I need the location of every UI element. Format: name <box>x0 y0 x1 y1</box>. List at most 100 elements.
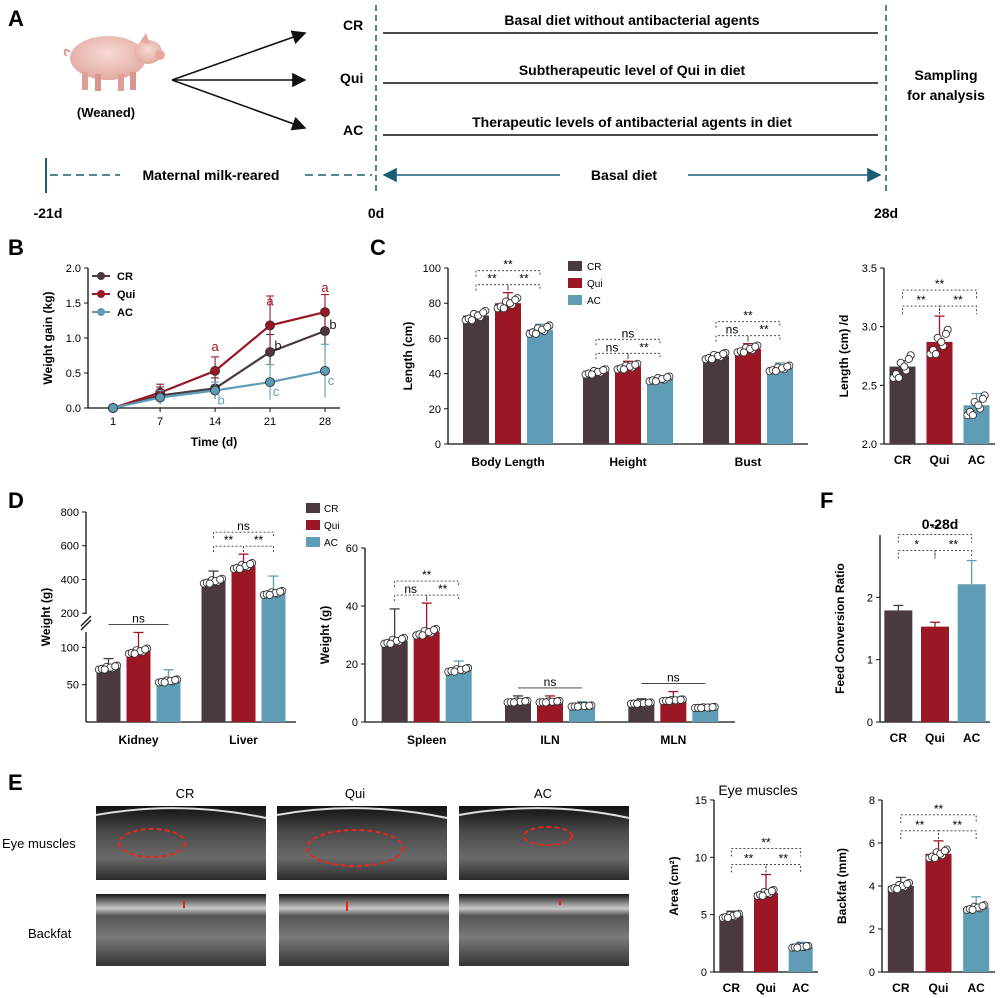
chart-c1-data-point <box>663 373 672 382</box>
chart-d2-data-point <box>386 639 395 648</box>
chart-b-ytick-label: 0.5 <box>66 368 81 380</box>
chart-d2-ytick-label: 20 <box>346 659 358 671</box>
chart-d2-data-point <box>644 698 653 707</box>
chart-c1-ylabel: Length (cm) <box>401 322 415 391</box>
chart-b-point-qui <box>320 307 330 318</box>
chart-c2-sig-bracket <box>939 305 977 315</box>
chart-b-letter: a <box>211 339 219 354</box>
chart-d1-bar-cr <box>96 667 121 722</box>
chart-b-xtick-label: 21 <box>264 416 276 428</box>
chart-d2-data-point <box>697 703 706 713</box>
chart-e1-category: AC <box>792 981 810 995</box>
chart-c1-sig-bracket <box>595 352 629 360</box>
chart-c2-sig-bracket <box>902 305 940 315</box>
chart-e2-sig-bracket <box>900 830 939 839</box>
chart-d1-data-point <box>246 559 255 569</box>
panel-label-a: A <box>8 6 24 31</box>
chart-b-xtick-label: 28 <box>319 416 331 428</box>
chart-c1-data-point <box>511 295 520 304</box>
chart-d1-ytick-label: 800 <box>61 507 79 519</box>
chart-d1-data-point <box>265 590 274 599</box>
chart-e-eye-muscle-area: 0 5 10 15 Area (cm²) CR Qui AC ** ** ** <box>667 795 818 995</box>
chart-e1-ylabel: Area (cm²) <box>667 856 681 915</box>
legend-d-ac: AC <box>324 538 338 549</box>
chart-d1-data-point <box>141 645 150 654</box>
chart-d2-data-point <box>397 634 406 643</box>
chart-e2-ytick-label: 8 <box>869 795 875 807</box>
chart-b-point-qui <box>265 320 275 331</box>
chart-c1-sig-bracket <box>715 321 781 328</box>
chart-f-category: CR <box>890 731 908 745</box>
chart-e2-data-point <box>893 885 902 894</box>
panel-a: A (Weaned) CR Qui AC Basal diet without … <box>8 5 985 221</box>
chart-c2-ytick-label: 3.0 <box>862 322 877 334</box>
chart-d1-bar-qui <box>231 565 256 722</box>
chart-d2-sig-bracket <box>394 580 460 588</box>
chart-d2-sig-bracket <box>426 594 460 602</box>
chart-d1-data-point <box>100 665 109 674</box>
chart-d2-data-point <box>521 697 530 706</box>
panel-label-e: E <box>8 770 23 795</box>
chart-d2-data-point <box>553 697 562 706</box>
chart-f-ylabel: Feed Conversion Ratio <box>833 563 847 694</box>
chart-d1-ytick-label: 50 <box>67 680 79 692</box>
legend-c: CR Qui AC <box>568 261 603 307</box>
chart-b-point-ac <box>155 392 166 403</box>
chart-b-xtick-label: 14 <box>209 416 221 428</box>
chart-d1-data-point <box>111 662 120 671</box>
branch-arrow-cr <box>171 30 307 81</box>
chart-b-xlabel: Time (d) <box>191 435 237 449</box>
chart-d2-sig-bracket <box>394 594 428 602</box>
chart-d2-category: Spleen <box>407 733 446 747</box>
group-ac-name: AC <box>343 122 363 138</box>
chart-d1-axis-break <box>80 615 92 627</box>
maternal-label: Maternal milk-reared <box>143 167 280 183</box>
chart-f-sig-label: * <box>914 538 919 552</box>
chart-b-point-qui <box>210 365 220 376</box>
chart-b-letter: a <box>266 293 274 308</box>
us-row-backfat: Backfat <box>28 926 72 941</box>
chart-c1-data-point <box>707 355 716 364</box>
legend-b-qui: Qui <box>117 289 135 301</box>
chart-c1-bar-qui <box>495 303 521 444</box>
chart-c2-data-point <box>900 362 909 371</box>
chart-c2-bar-qui <box>926 341 953 444</box>
chart-d1-data-point <box>235 564 244 573</box>
chart-c1-sig-label: ** <box>519 272 529 286</box>
eye-muscle-outline-cr <box>118 828 186 858</box>
chart-e1-category: Qui <box>756 981 776 995</box>
chart-d2-category: ILN <box>540 733 559 747</box>
chart-d1-category: Liver <box>229 733 258 747</box>
chart-c1-sig-label: ** <box>487 272 497 286</box>
chart-d2-bar-qui <box>413 632 440 722</box>
chart-d2-bar-cr <box>381 640 408 722</box>
chart-e-backfat: 0 2 4 6 8 Backfat (mm) CR Qui AC ** ** ** <box>835 795 995 995</box>
chart-b-letter: b <box>217 393 224 408</box>
legend-d-cr: CR <box>324 504 338 515</box>
chart-d2-sig-label: ns <box>544 675 557 689</box>
chart-d1-sig-bracket <box>213 531 274 539</box>
chart-f-ytick-label: 2 <box>867 592 873 604</box>
chart-f-category: AC <box>963 731 981 745</box>
chart-e2-ytick-label: 0 <box>869 967 875 979</box>
chart-e1-data-point <box>723 913 733 922</box>
pig-illustration <box>63 33 165 91</box>
chart-e1-ytick-label: 15 <box>695 795 707 807</box>
chart-e1-category: CR <box>723 981 741 995</box>
us-col-qui: Qui <box>345 786 365 801</box>
chart-c1-bar-qui <box>735 348 761 444</box>
chart-e1-sig-bracket <box>730 848 802 857</box>
chart-e2-category: CR <box>892 981 910 995</box>
chart-c1-sig-label: ** <box>639 340 649 354</box>
chart-c2-ytick-label: 2.0 <box>862 439 877 451</box>
chart-e1-data-point <box>733 910 742 919</box>
eye-muscles-title: Eye muscles <box>718 782 797 798</box>
chart-c1-ytick-label: 60 <box>429 333 441 345</box>
chart-c1-sig-label: ns <box>606 340 619 354</box>
chart-c-body-measures: 0 20 40 60 80 100 Length (cm) Body Length Height… <box>401 258 808 469</box>
chart-e2-data-point <box>968 905 977 914</box>
chart-c1-data-point <box>739 348 748 357</box>
chart-d2-data-point <box>418 631 427 640</box>
chart-d1-ylabel: Weight (g) <box>39 588 53 646</box>
